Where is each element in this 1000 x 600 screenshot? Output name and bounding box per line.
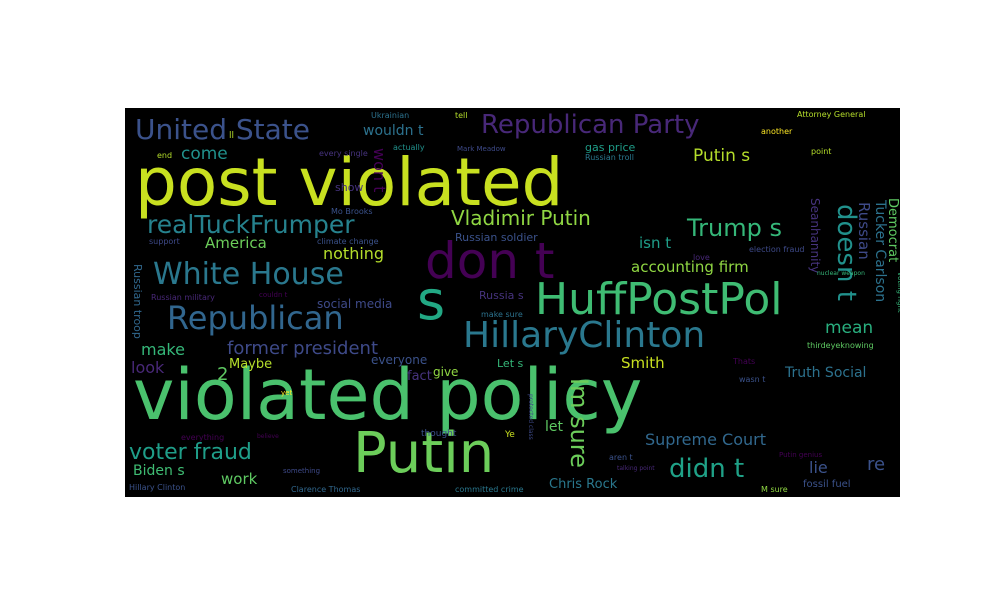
word-putin-genius: Putin genius	[779, 451, 823, 459]
word-mean: mean	[825, 318, 874, 338]
word-work: work	[221, 470, 258, 488]
word-give: give	[433, 365, 459, 379]
word-protected-class: protected class	[527, 394, 534, 440]
word-re: re	[867, 454, 886, 475]
word-white-house: White House	[153, 257, 344, 292]
word-thought: thought	[421, 429, 457, 439]
word-voter-fraud: voter fraud	[129, 440, 252, 465]
word-russian-troop: Russian troop	[131, 264, 144, 339]
word-nothing: nothing	[323, 244, 385, 263]
word-thats: Thats	[733, 357, 756, 366]
word-republican-party: Republican Party	[481, 110, 700, 140]
word-smith: Smith	[621, 354, 665, 372]
word-talking-point: talking point	[617, 465, 655, 472]
word-russian-troll: Russian troll	[585, 153, 634, 162]
word-end: end	[157, 151, 173, 160]
word-hillaryclinton: HillaryClinton	[463, 315, 706, 356]
word-come: come	[181, 144, 228, 164]
word-trumps: Trump s	[687, 214, 782, 242]
word-every-single: every single	[319, 149, 368, 158]
word-actually: actually	[393, 143, 425, 152]
word-united-state: United State	[135, 113, 311, 146]
word-dont: don t	[425, 232, 555, 290]
word-isnt: isn t	[639, 234, 672, 252]
word-wasnt: wasn t	[739, 375, 766, 384]
word-lets: Let s	[497, 357, 524, 370]
word-im-sure: Im sure	[565, 378, 593, 468]
word-chris-rock: Chris Rock	[549, 477, 618, 492]
word-ll: ll	[229, 131, 235, 141]
word-accounting-firm: accounting firm	[631, 258, 749, 276]
word-s: s	[417, 269, 446, 332]
word-violated-policy: violated policy	[133, 354, 643, 436]
word-russias: Russia s	[479, 289, 524, 302]
word-show: show	[335, 181, 364, 194]
word-putins: Putin s	[693, 146, 751, 166]
word-america: America	[205, 234, 267, 252]
word-yet: yet	[281, 389, 293, 397]
word-clarence-thomas: Clarence Thomas	[291, 485, 361, 494]
word-realtuckfrumper: realTuckFrumper	[147, 210, 355, 239]
word-russian: Russian	[855, 202, 873, 260]
word-truth-social: Truth Social	[785, 365, 867, 381]
word-believe: believe	[257, 433, 279, 440]
word-everything: everything	[181, 433, 225, 442]
word-hillary-clinton: Hillary Clinton	[129, 483, 186, 492]
word-point: point	[811, 147, 832, 156]
word-2: 2	[217, 364, 229, 385]
word-arent: aren t	[609, 453, 633, 462]
word-russian-military: Russian military	[151, 293, 215, 302]
word-cloud: post violated violated policy HuffPostPo…	[125, 108, 900, 497]
word-love: love	[693, 253, 710, 262]
word-former-president: former president	[227, 338, 379, 359]
word-attorney-general: Attorney General	[797, 110, 866, 119]
word-make: make	[141, 340, 185, 359]
word-tell: tell	[455, 111, 468, 120]
word-let: let	[545, 419, 563, 435]
word-couldnt: couldn t	[259, 291, 288, 299]
word-voting-right: voting right	[896, 272, 900, 313]
word-fact: fact	[407, 369, 432, 384]
word-gas-price: gas price	[585, 141, 636, 154]
word-seanhannity: Seanhannity	[808, 198, 822, 274]
word-something: something	[283, 467, 321, 475]
word-ukrainian: Ukrainian	[371, 111, 410, 120]
word-another: another	[761, 127, 793, 136]
word-election-fraud: election fraud	[749, 245, 805, 254]
word-lie: lie	[809, 458, 828, 477]
word-social-media: social media	[317, 297, 393, 311]
word-mark-meadow: Mark Meadow	[457, 145, 506, 153]
word-russian-soldier: Russian soldier	[455, 231, 538, 244]
word-committed-crime: committed crime	[455, 485, 524, 494]
word-supreme-court: Supreme Court	[645, 430, 766, 449]
word-nuclear-weapon: nuclear weapon	[817, 270, 865, 277]
word-democrat: Democrat	[885, 198, 900, 263]
word-putin: Putin	[353, 421, 495, 486]
word-thirdeyeknowing: thirdeyeknowing	[807, 341, 874, 350]
word-post-violated: post violated	[135, 144, 564, 221]
word-look: look	[131, 358, 165, 377]
word-republican: Republican	[167, 299, 344, 337]
word-make-sure: make sure	[481, 310, 523, 319]
word-vladimir-putin: Vladimir Putin	[451, 206, 591, 230]
word-maybe: Maybe	[229, 357, 273, 372]
word-ye: Ye	[505, 430, 515, 440]
word-mo-brooks: Mo Brooks	[331, 207, 373, 216]
word-didnt: didn t	[669, 454, 745, 484]
word-huffpostpol: HuffPostPol	[535, 274, 783, 325]
word-climate-change: climate change	[317, 237, 379, 246]
word-fossil-fuel: fossil fuel	[803, 479, 851, 490]
word-everyone: everyone	[371, 353, 428, 367]
word-support: support	[149, 237, 180, 246]
word-wouldnt: wouldn t	[363, 123, 424, 139]
word-m-sure: M sure	[761, 485, 788, 494]
word-bidens: Biden s	[133, 463, 185, 479]
word-wont: won t	[370, 148, 389, 193]
